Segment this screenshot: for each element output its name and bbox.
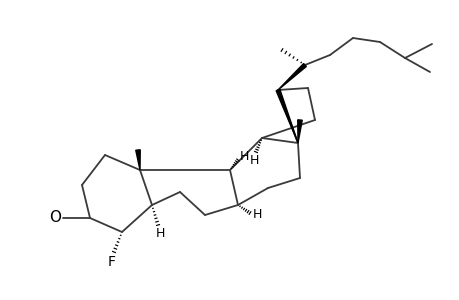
Polygon shape [297,120,302,143]
Text: O: O [49,211,61,226]
Text: F: F [108,255,116,269]
Text: H: H [155,227,164,241]
Polygon shape [277,64,306,90]
Text: H: H [252,208,261,221]
Polygon shape [275,89,297,143]
Polygon shape [135,150,140,170]
Text: H: H [239,149,248,163]
Text: H: H [249,154,258,167]
